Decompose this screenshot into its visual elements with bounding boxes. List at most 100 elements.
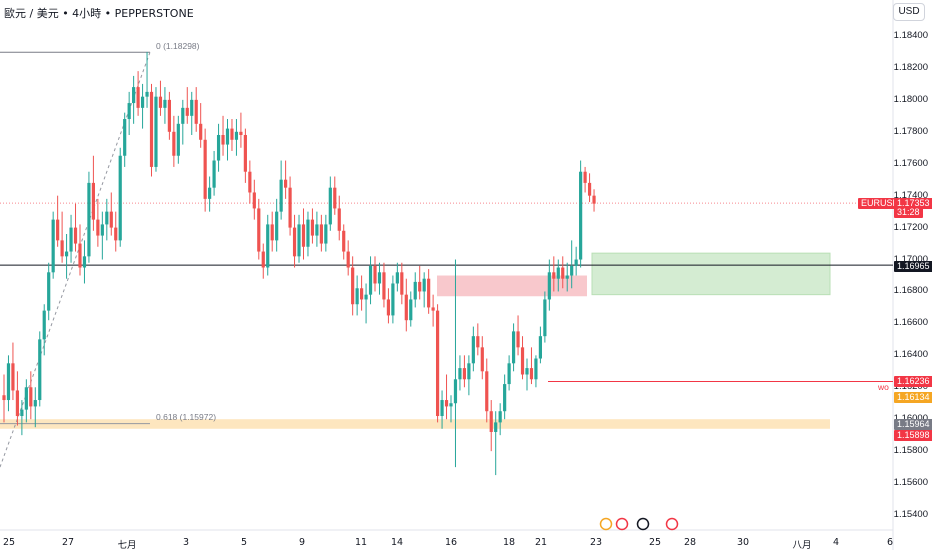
candle-body [190, 99, 194, 116]
candle-body [2, 395, 6, 401]
candle-body [42, 310, 46, 340]
candle-body [368, 265, 373, 295]
candle-body [355, 288, 359, 305]
time-tick: 27 [61, 537, 75, 548]
candle-body [346, 251, 350, 268]
time-tick: 14 [390, 537, 404, 548]
time-tick: 16 [444, 537, 458, 548]
candle-body [431, 307, 435, 311]
candle-body [458, 368, 462, 380]
price-tick: 1.18000 [893, 93, 928, 105]
price-tick: 1.18200 [893, 61, 928, 73]
candle-body [257, 208, 261, 252]
candle-body [109, 211, 113, 228]
candle-body [140, 96, 145, 108]
candle-body [467, 363, 471, 380]
candle-body [118, 155, 122, 241]
candle-body [583, 171, 587, 183]
candle-body [33, 400, 37, 407]
wo-label: wo [878, 382, 889, 392]
candle-body [337, 208, 341, 231]
price-tick: 1.17200 [893, 221, 928, 233]
orange-price-tag: 1.16134 [894, 392, 932, 403]
candle-body [413, 281, 417, 300]
candle-body [494, 422, 498, 432]
price-tick: 1.17800 [893, 125, 928, 137]
time-tick: 25 [2, 537, 16, 548]
candle-body [199, 123, 203, 140]
candle-body [503, 384, 507, 412]
candle-body [507, 363, 511, 385]
gray-price-tag: 1.15964 [894, 419, 932, 430]
candle-body [82, 256, 87, 268]
candle-body [136, 87, 140, 108]
candle-body [145, 91, 149, 97]
candle-body [96, 219, 100, 236]
price-tick: 1.17000 [893, 253, 928, 265]
candle-body [284, 179, 288, 188]
candle-body [328, 187, 332, 225]
time-tick: 21 [534, 537, 548, 548]
candle-body [444, 400, 449, 407]
candle-body [239, 131, 243, 135]
hline-price-tag: 1.16965 [894, 261, 932, 272]
candle-body [315, 224, 319, 236]
candle-body [297, 224, 301, 257]
price-tick: 1.16600 [893, 317, 928, 329]
candle-body [261, 251, 265, 268]
candle-body [29, 387, 33, 407]
price-tick: 1.17600 [893, 157, 928, 169]
price-tick: 1.17400 [893, 189, 928, 201]
time-tick: 23 [589, 537, 603, 548]
candle-body [221, 134, 225, 145]
candle-body [511, 331, 516, 364]
candle-body [292, 227, 297, 257]
candle-body [422, 278, 426, 292]
wo-price-tag: 1.16236 [894, 376, 932, 387]
candle-body [87, 182, 91, 257]
candle-body [565, 275, 569, 279]
candle-body [243, 134, 247, 172]
time-tick: 5 [240, 537, 248, 548]
candle-body [149, 91, 154, 167]
candle-body [427, 278, 431, 308]
demand-zone [591, 252, 831, 296]
candle-body [342, 230, 346, 252]
time-tick: 25 [648, 537, 662, 548]
candle-body [516, 331, 520, 348]
candle-body [15, 390, 20, 417]
candle-body [158, 96, 163, 108]
candle-body [520, 347, 525, 375]
candle-body [51, 219, 55, 273]
candle-body [288, 187, 292, 228]
fib-trend-line [0, 52, 151, 468]
candle-body [279, 179, 283, 212]
candle-body [203, 139, 207, 199]
candle-body [100, 224, 104, 236]
candle-body [127, 103, 131, 120]
candle-body [382, 272, 386, 300]
candle-body [163, 99, 167, 108]
time-tick: 30 [736, 537, 750, 548]
candle-body [351, 267, 355, 305]
candle-body [498, 411, 502, 423]
candle-body [38, 339, 42, 401]
price-tick: 1.16800 [893, 285, 928, 297]
currency-selector[interactable]: USD [893, 3, 925, 21]
candle-body [395, 272, 399, 284]
time-tick: 七月 [117, 540, 137, 551]
candle-body [556, 267, 560, 279]
candle-body [167, 99, 171, 132]
economic-event-icon [665, 517, 679, 531]
candle-body [485, 371, 489, 412]
time-tick: 18 [502, 537, 516, 548]
time-tick: 3 [182, 537, 190, 548]
candle-body [194, 99, 198, 124]
candle-body [489, 411, 493, 432]
candle-body [462, 368, 467, 380]
time-tick: 4 [832, 537, 840, 548]
candle-body [212, 160, 216, 188]
fib-top-label: 0 (1.18298) [156, 41, 200, 51]
candle-body [453, 379, 458, 404]
